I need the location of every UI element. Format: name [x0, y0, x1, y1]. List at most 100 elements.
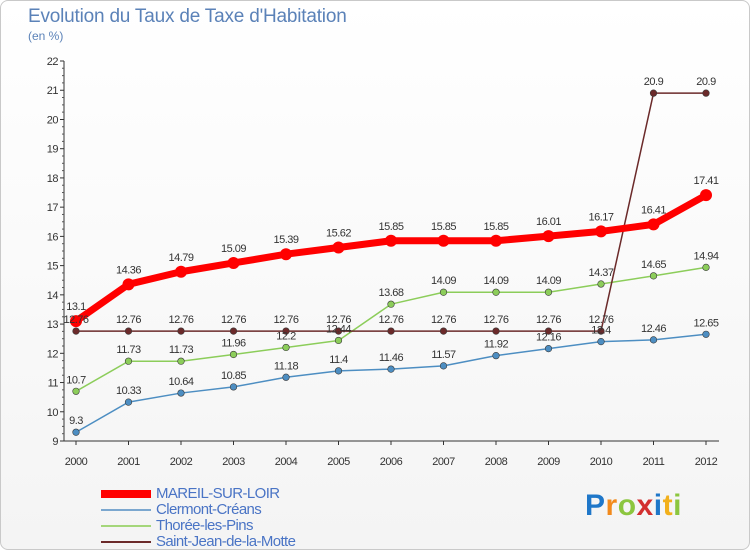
legend-label-clermont: Clermont-Créans: [156, 501, 262, 518]
legend-swatch-thoree: [101, 525, 151, 527]
data-point: [437, 234, 450, 247]
x-tick-label: 2009: [537, 456, 560, 468]
data-point: [227, 256, 240, 269]
data-point: [702, 89, 710, 97]
chart-title: Evolution du Taux de Taxe d'Habitation: [28, 6, 347, 27]
data-label: 11.92: [484, 339, 509, 351]
y-tick-label: 19: [47, 144, 59, 156]
data-point: [387, 365, 395, 373]
data-label: 12.76: [116, 314, 141, 326]
data-point: [124, 357, 133, 365]
logo-letter: r: [605, 489, 618, 522]
data-point: [229, 383, 238, 391]
data-point: [597, 280, 605, 288]
data-label: 13.1: [66, 301, 86, 313]
data-point: [544, 327, 553, 335]
data-point: [72, 428, 80, 436]
data-label: 11.73: [116, 344, 141, 356]
data-label: 14.09: [536, 275, 561, 287]
legend-label-thoree: Thorée-les-Pins: [156, 517, 253, 534]
y-tick-label: 20: [47, 114, 59, 126]
legend-swatch-clermont: [101, 509, 151, 511]
legend-swatch-mareil: [101, 490, 151, 498]
data-label: 12.4: [591, 325, 611, 337]
data-point: [595, 225, 607, 238]
data-label: 12.76: [168, 314, 193, 326]
x-tick-label: 2004: [275, 456, 298, 468]
data-label: 12.65: [693, 317, 718, 329]
data-label: 12.76: [483, 314, 508, 326]
chart-subtitle: (en %): [28, 29, 64, 43]
x-tick-label: 2002: [170, 456, 193, 468]
data-point: [439, 288, 448, 296]
x-tick-label: 2011: [643, 456, 665, 468]
data-label: 20.9: [644, 76, 664, 88]
data-point: [282, 373, 290, 381]
data-label: 12.76: [221, 314, 246, 326]
data-label: 12.76: [536, 314, 561, 326]
data-label: 12.76: [431, 314, 456, 326]
y-tick-label: 21: [47, 85, 59, 97]
data-point: [490, 234, 502, 247]
proxiti-logo: Proxiti: [585, 489, 682, 523]
data-label: 10.33: [116, 385, 141, 397]
data-point: [124, 327, 133, 335]
data-point: [177, 327, 185, 335]
data-label: 11.18: [274, 360, 299, 372]
data-label: 16.41: [641, 204, 666, 216]
data-label: 11.4: [329, 354, 348, 366]
legend-swatch-saint-jean: [101, 541, 151, 543]
data-point: [544, 345, 553, 353]
data-point: [542, 230, 555, 243]
data-point: [544, 288, 553, 296]
data-label: 16.01: [536, 216, 561, 228]
x-tick-label: 2008: [485, 456, 508, 468]
y-tick-label: 11: [48, 378, 59, 390]
data-point: [597, 327, 605, 335]
data-label: 9.3: [69, 415, 83, 427]
data-label: 12.2: [276, 330, 296, 342]
data-label: 12.76: [378, 314, 403, 326]
data-point: [649, 336, 658, 344]
data-label: 14.36: [116, 264, 141, 276]
data-point: [332, 241, 345, 254]
data-label: 11.73: [169, 344, 194, 356]
data-label: 15.39: [273, 234, 298, 246]
data-label: 14.09: [483, 275, 508, 287]
data-point: [439, 362, 448, 370]
y-tick-label: 10: [47, 407, 59, 419]
data-label: 15.85: [431, 221, 456, 233]
logo-letter: i: [653, 489, 663, 522]
data-label: 12.76: [588, 314, 613, 326]
data-label: 12.76: [63, 314, 88, 326]
legend-label-saint-jean: Saint-Jean-de-la-Motte: [156, 533, 296, 550]
data-label: 15.85: [483, 221, 508, 233]
data-point: [175, 265, 187, 278]
x-tick-label: 2003: [222, 456, 245, 468]
data-point: [492, 352, 500, 360]
x-tick-label: 2010: [590, 456, 613, 468]
x-tick-label: 2000: [65, 456, 88, 468]
data-point: [597, 338, 605, 346]
data-label: 11.57: [431, 349, 456, 361]
data-label: 12.44: [326, 323, 351, 335]
data-point: [122, 278, 135, 291]
legend-label-mareil: MAREIL-SUR-LOIR: [156, 485, 280, 502]
data-point: [229, 350, 238, 359]
logo-letter: i: [673, 489, 682, 522]
data-point: [177, 357, 185, 365]
data-point: [492, 288, 500, 296]
data-label: 11.46: [379, 352, 404, 364]
x-tick-label: 2012: [695, 456, 718, 468]
data-label: 14.09: [431, 275, 456, 287]
y-tick-label: 17: [47, 202, 59, 214]
x-tick-label: 2001: [117, 456, 140, 468]
data-point: [385, 234, 397, 247]
data-label: 14.65: [641, 259, 666, 271]
data-label: 16.17: [588, 211, 613, 223]
data-point: [649, 89, 658, 97]
data-label: 20.9: [696, 76, 716, 88]
data-point: [72, 387, 80, 395]
data-point: [700, 189, 712, 202]
data-label: 15.62: [326, 227, 351, 239]
